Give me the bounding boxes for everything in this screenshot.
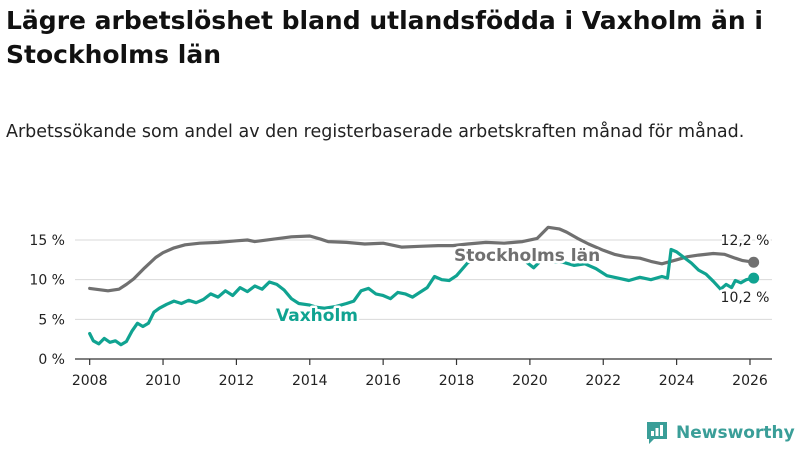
x-tick-label: 2026 xyxy=(732,373,768,389)
series-labels: Stockholms län Vaxholm 12,2 % 10,2 % xyxy=(274,231,772,329)
y-tick-label: 10 % xyxy=(29,273,65,289)
series-label-stockholms-lan: Stockholms län xyxy=(454,246,600,266)
x-tick-label: 2010 xyxy=(145,373,181,389)
x-tick-label: 2018 xyxy=(439,373,475,389)
series-lines xyxy=(88,225,760,347)
chart-subtitle: Arbetssökande som andel av den registerb… xyxy=(6,122,745,142)
newsworthy-brand[interactable]: Newsworthy xyxy=(645,419,795,447)
y-tick-label: 5 % xyxy=(38,312,65,328)
x-tick-label: 2016 xyxy=(365,373,401,389)
end-marker-vaxholm xyxy=(748,272,760,284)
end-marker-stockholms-lan xyxy=(748,256,760,268)
end-value-label-stockholms-lan: 12,2 % xyxy=(721,233,770,249)
x-tick-label: 2020 xyxy=(512,373,548,389)
series-line-stockholms-lan xyxy=(88,225,756,293)
series-line-vaxholm xyxy=(88,247,756,347)
end-value-label-vaxholm: 10,2 % xyxy=(721,290,770,306)
x-tick-label: 2008 xyxy=(72,373,108,389)
x-tick-label: 2024 xyxy=(659,373,695,389)
x-axis: 2008 2010 2012 2014 2016 2018 2020 2022 2024 2026 xyxy=(72,358,772,389)
chart-title: Lägre arbetslöshet bland utlandsfödda i … xyxy=(6,6,763,69)
y-tick-label: 15 % xyxy=(29,233,65,249)
newsworthy-logo-icon xyxy=(647,422,667,444)
series-label-vaxholm: Vaxholm xyxy=(276,306,358,326)
y-axis-ticks: 0 % 5 % 10 % 15 % xyxy=(29,233,65,368)
x-tick-label: 2012 xyxy=(219,373,255,389)
brand-name: Newsworthy xyxy=(676,423,795,443)
x-tick-label: 2022 xyxy=(585,373,621,389)
x-tick-label: 2014 xyxy=(292,373,328,389)
y-tick-label: 0 % xyxy=(38,352,65,368)
